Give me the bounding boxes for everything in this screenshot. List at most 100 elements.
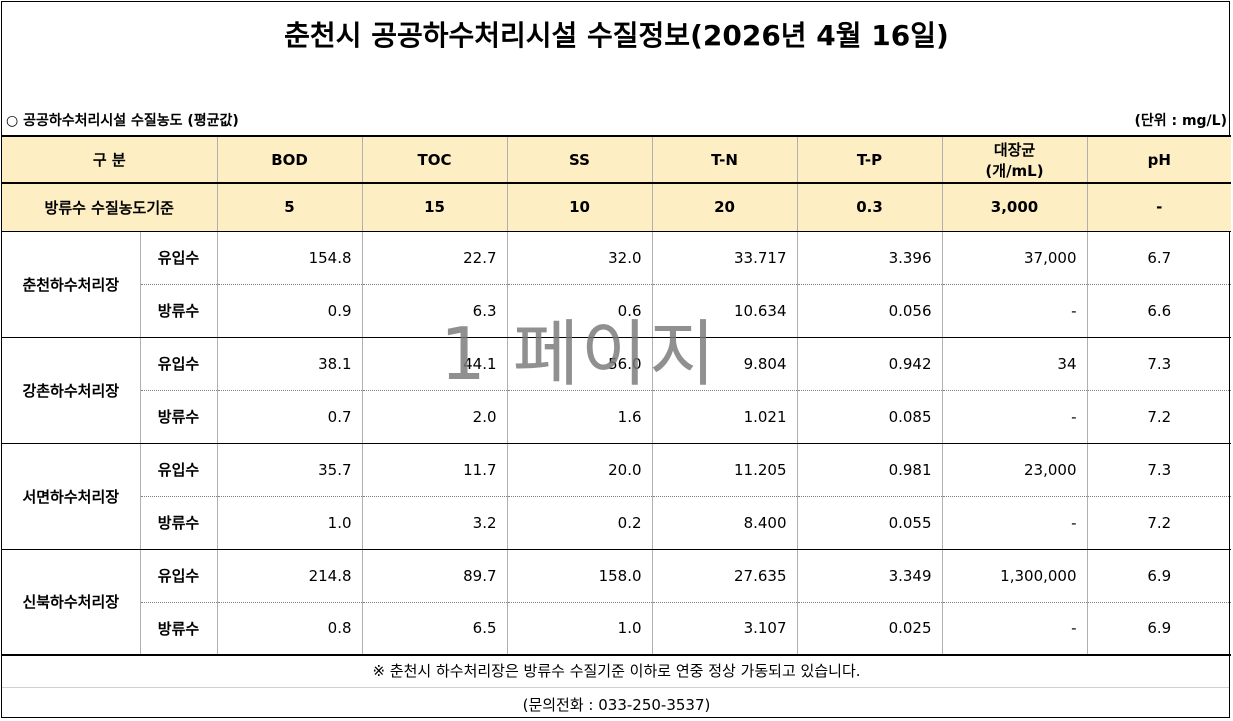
- standard-tp: 0.3: [796, 182, 943, 232]
- header-tn: T-N: [651, 135, 798, 184]
- cell-ph: 6.7: [1086, 231, 1232, 285]
- cell-bod: 0.8: [216, 602, 363, 656]
- plant-name: 강촌하수처리장: [2, 337, 141, 444]
- header-ss: SS: [506, 135, 653, 184]
- cell-coliform: 23,000: [941, 443, 1088, 497]
- cell-tp: 0.055: [796, 496, 943, 550]
- header-category: 구 분: [2, 135, 218, 184]
- cell-tp: 0.085: [796, 390, 943, 444]
- cell-coliform: -: [941, 284, 1088, 338]
- row-kind: 방류수: [139, 602, 218, 656]
- cell-tn: 11.205: [651, 443, 798, 497]
- table-row: 방류수 0.9 6.3 0.6 10.634 0.056 - 6.6: [2, 284, 1232, 338]
- cell-bod: 0.7: [216, 390, 363, 444]
- header-toc: TOC: [361, 135, 508, 184]
- cell-tp: 0.942: [796, 337, 943, 391]
- cell-toc: 6.3: [361, 284, 508, 338]
- row-kind: 유입수: [139, 231, 218, 285]
- table-row: 방류수 0.7 2.0 1.6 1.021 0.085 - 7.2: [2, 390, 1232, 444]
- row-kind: 방류수: [139, 390, 218, 444]
- cell-ph: 6.9: [1086, 549, 1232, 603]
- header-tp: T-P: [796, 135, 943, 184]
- row-kind: 유입수: [139, 549, 218, 603]
- cell-coliform: -: [941, 496, 1088, 550]
- standard-label: 방류수 수질농도기준: [2, 182, 218, 232]
- cell-ss: 1.0: [506, 602, 653, 656]
- table-row: 강촌하수처리장 유입수 38.1 44.1 56.0 9.804 0.942 3…: [2, 337, 1232, 444]
- cell-ph: 7.2: [1086, 390, 1232, 444]
- cell-tn: 27.635: [651, 549, 798, 603]
- cell-ph: 6.9: [1086, 602, 1232, 656]
- row-kind: 유입수: [139, 443, 218, 497]
- header-coliform: 대장균 (개/mL): [941, 135, 1088, 184]
- cell-tn: 3.107: [651, 602, 798, 656]
- cell-ss: 0.6: [506, 284, 653, 338]
- cell-bod: 154.8: [216, 231, 363, 285]
- standard-coliform: 3,000: [941, 182, 1088, 232]
- standard-bod: 5: [216, 182, 363, 232]
- page-title: 춘천시 공공하수처리시설 수질정보(2026년 4월 16일): [284, 19, 949, 52]
- cell-ss: 158.0: [506, 549, 653, 603]
- cell-ss: 20.0: [506, 443, 653, 497]
- table-row: 신북하수처리장 유입수 214.8 89.7 158.0 27.635 3.34…: [2, 549, 1232, 656]
- table-row: 방류수 1.0 3.2 0.2 8.400 0.055 - 7.2: [2, 496, 1232, 550]
- cell-bod: 0.9: [216, 284, 363, 338]
- water-quality-table: 구 분 BOD TOC SS T-N T-P 대장균 (개/mL) pH 방류수…: [2, 135, 1232, 656]
- cell-tp: 0.056: [796, 284, 943, 338]
- footer-divider: [2, 687, 1229, 688]
- cell-bod: 214.8: [216, 549, 363, 603]
- cell-toc: 89.7: [361, 549, 508, 603]
- cell-toc: 6.5: [361, 602, 508, 656]
- standard-row: 방류수 수질농도기준 5 15 10 20 0.3 3,000 -: [2, 182, 1232, 232]
- cell-tn: 8.400: [651, 496, 798, 550]
- cell-coliform: -: [941, 390, 1088, 444]
- cell-toc: 3.2: [361, 496, 508, 550]
- header-ph: pH: [1086, 135, 1232, 184]
- cell-tp: 3.396: [796, 231, 943, 285]
- header-coliform-unit: (개/mL): [985, 161, 1044, 180]
- header-row: 구 분 BOD TOC SS T-N T-P 대장균 (개/mL) pH: [2, 135, 1232, 184]
- cell-tp: 0.025: [796, 602, 943, 656]
- cell-bod: 1.0: [216, 496, 363, 550]
- plant-name: 서면하수처리장: [2, 443, 141, 550]
- cell-toc: 44.1: [361, 337, 508, 391]
- cell-ss: 56.0: [506, 337, 653, 391]
- table-row: 서면하수처리장 유입수 35.7 11.7 20.0 11.205 0.981 …: [2, 443, 1232, 550]
- table-subtitle: ○ 공공하수처리시설 수질농도 (평균값): [6, 113, 239, 129]
- cell-tn: 9.804: [651, 337, 798, 391]
- cell-tp: 3.349: [796, 549, 943, 603]
- cell-toc: 2.0: [361, 390, 508, 444]
- cell-ss: 32.0: [506, 231, 653, 285]
- cell-coliform: 1,300,000: [941, 549, 1088, 603]
- cell-coliform: 37,000: [941, 231, 1088, 285]
- cell-ph: 7.2: [1086, 496, 1232, 550]
- cell-bod: 35.7: [216, 443, 363, 497]
- cell-tp: 0.981: [796, 443, 943, 497]
- table-row: 춘천하수처리장 유입수 154.8 22.7 32.0 33.717 3.396…: [2, 231, 1232, 338]
- cell-ph: 7.3: [1086, 443, 1232, 497]
- standard-tn: 20: [651, 182, 798, 232]
- cell-ph: 7.3: [1086, 337, 1232, 391]
- cell-ph: 6.6: [1086, 284, 1232, 338]
- plant-name: 춘천하수처리장: [2, 231, 141, 338]
- cell-toc: 11.7: [361, 443, 508, 497]
- cell-coliform: -: [941, 602, 1088, 656]
- standard-toc: 15: [361, 182, 508, 232]
- header-bod: BOD: [216, 135, 363, 184]
- contact-info: (문의전화 : 033-250-3537): [522, 696, 711, 714]
- cell-coliform: 34: [941, 337, 1088, 391]
- cell-ss: 1.6: [506, 390, 653, 444]
- standard-ph: -: [1086, 182, 1232, 232]
- table-row: 방류수 0.8 6.5 1.0 3.107 0.025 - 6.9: [2, 602, 1232, 656]
- unit-label: (단위 : mg/L): [1134, 113, 1227, 129]
- row-kind: 방류수: [139, 496, 218, 550]
- standard-ss: 10: [506, 182, 653, 232]
- cell-tn: 33.717: [651, 231, 798, 285]
- footnote: ※ 춘천시 하수처리장은 방류수 수질기준 이하로 연중 정상 가동되고 있습니…: [372, 662, 861, 680]
- cell-bod: 38.1: [216, 337, 363, 391]
- row-kind: 유입수: [139, 337, 218, 391]
- cell-tn: 10.634: [651, 284, 798, 338]
- cell-toc: 22.7: [361, 231, 508, 285]
- cell-ss: 0.2: [506, 496, 653, 550]
- header-coliform-label: 대장균: [993, 140, 1036, 159]
